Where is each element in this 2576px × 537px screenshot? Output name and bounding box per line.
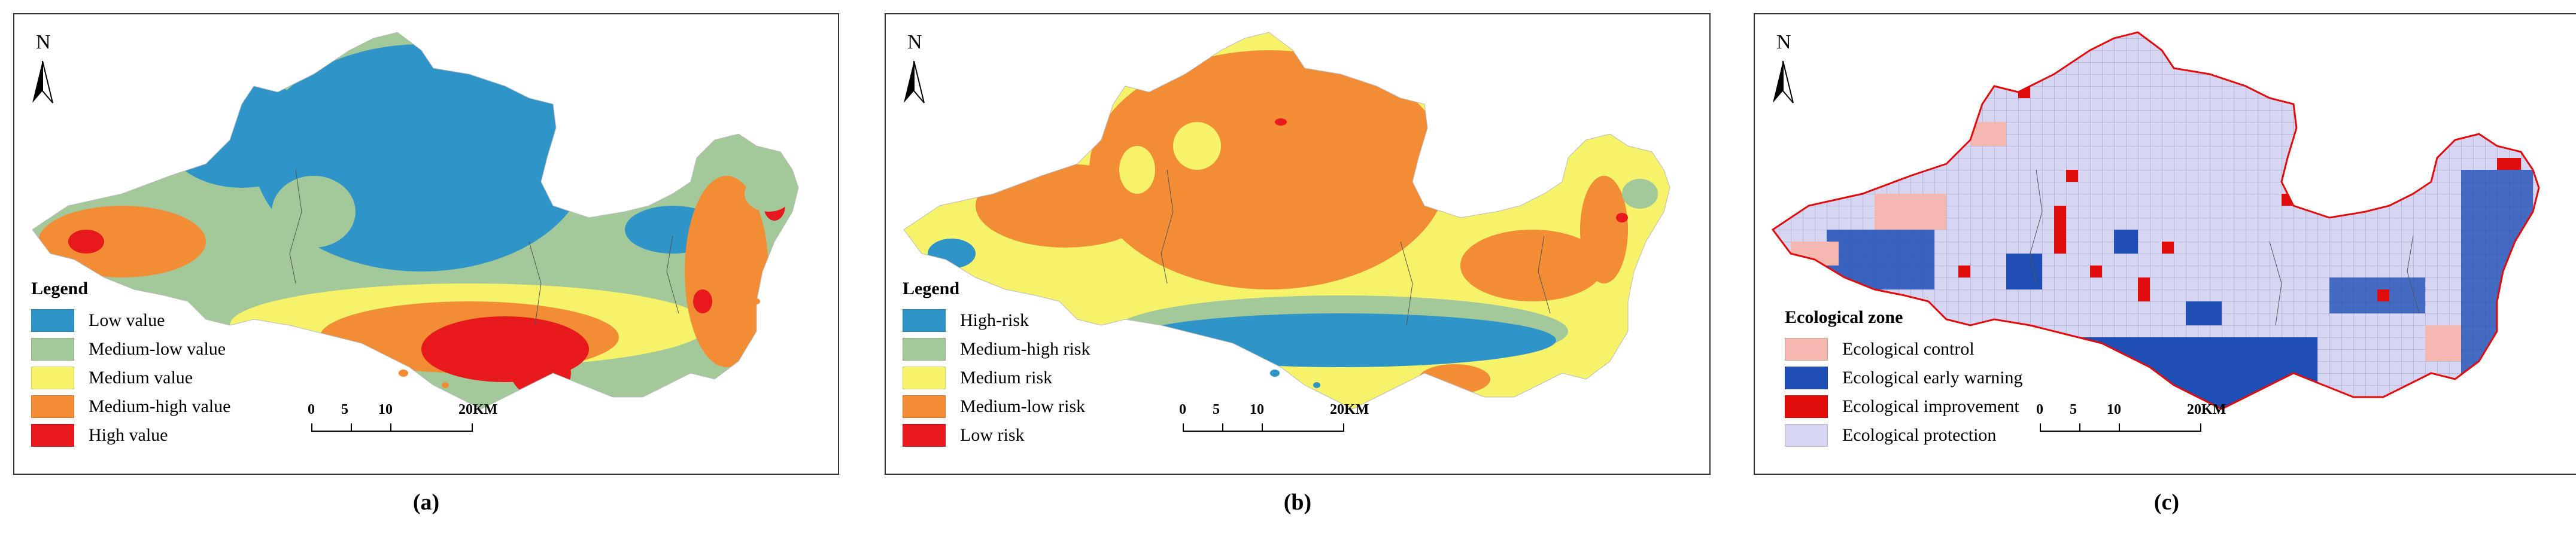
legend-item: Ecological protection [1785, 421, 2023, 450]
legend-swatch [1785, 395, 1828, 418]
legend-label: Ecological protection [1842, 425, 1997, 445]
scale-label: 10 [2107, 402, 2121, 417]
legend-swatch [31, 395, 74, 418]
legend-label: Medium-low risk [960, 396, 1086, 416]
scale-label: 0 [2036, 402, 2043, 417]
legend-item: Ecological early warning [1785, 364, 2023, 392]
scale-label: 5 [1213, 402, 1220, 417]
legend-swatch [31, 367, 74, 389]
scale-line [311, 423, 473, 432]
scale-label: 0 [308, 402, 315, 417]
legend-swatch [31, 424, 74, 447]
legend-label: High value [89, 425, 168, 445]
scale-label: 20KM [1330, 402, 1369, 417]
legend-item: Medium-low value [31, 335, 230, 364]
map-a-regions [32, 32, 799, 410]
caption-c: (c) [2153, 490, 2180, 515]
legend-label: Medium-high value [89, 396, 231, 416]
scale-bar: 0 5 10 20KM [308, 402, 497, 438]
legend-swatch [903, 338, 946, 361]
legend-item: Low risk [903, 421, 1090, 450]
map-b-regions [903, 32, 1670, 410]
legend-swatch [903, 424, 946, 447]
legend-a: Legend Low value Medium-low value Medium… [31, 279, 230, 450]
legend-item: High-risk [903, 306, 1090, 335]
scale-label: 20KM [2187, 402, 2226, 417]
legend-item: Medium-high value [31, 392, 230, 421]
north-label: N [907, 31, 922, 53]
map-panel-a: N Legend Low value Medium-low value Medi… [13, 13, 839, 475]
map-c-grid [1771, 31, 2540, 410]
legend-label: Low risk [960, 425, 1025, 445]
legend-label: Medium-high risk [960, 339, 1090, 359]
north-label: N [1776, 31, 1791, 53]
legend-item: Ecological control [1785, 335, 2023, 364]
legend-swatch [31, 338, 74, 361]
legend-c: Ecological zone Ecological control Ecolo… [1785, 307, 2023, 450]
scale-bar: 0 5 10 20KM [1179, 402, 1369, 438]
legend-swatch [903, 309, 946, 332]
legend-swatch [31, 309, 74, 332]
legend-item: Medium-high risk [903, 335, 1090, 364]
north-arrow-icon: N [899, 31, 929, 109]
legend-item: Low value [31, 306, 230, 335]
legend-label: Medium-low value [89, 339, 226, 359]
legend-item: Medium value [31, 364, 230, 392]
legend-swatch [1785, 367, 1828, 389]
scale-label: 20KM [458, 402, 498, 417]
map-panel-c: N Ecological zone Ecological control Eco… [1754, 13, 2576, 475]
legend-title: Ecological zone [1785, 307, 1903, 327]
scale-label: 10 [378, 402, 393, 417]
north-arrow-icon: N [1768, 31, 1798, 109]
scale-label: 10 [1250, 402, 1264, 417]
legend-label: Low value [89, 310, 165, 330]
scale-line [1183, 423, 1344, 432]
north-arrow-icon: N [28, 31, 57, 109]
legend-item: Medium risk [903, 364, 1090, 392]
scale-label: 5 [2070, 402, 2077, 417]
legend-swatch [1785, 424, 1828, 447]
caption-a: (a) [412, 490, 440, 515]
map-panel-b: N Legend High-risk Medium-high risk Medi… [885, 13, 1711, 475]
legend-item: Ecological improvement [1785, 392, 2023, 421]
legend-label: Ecological early warning [1842, 368, 2023, 388]
north-label: N [36, 31, 51, 53]
scale-label: 5 [341, 402, 348, 417]
legend-label: Medium value [89, 368, 193, 388]
legend-title: Legend [903, 279, 960, 298]
legend-title: Legend [31, 279, 89, 298]
legend-label: High-risk [960, 310, 1029, 330]
scale-line [2040, 423, 2201, 432]
legend-label: Ecological improvement [1842, 396, 2019, 416]
legend-swatch [1785, 338, 1828, 361]
legend-label: Medium risk [960, 368, 1053, 388]
legend-item: High value [31, 421, 230, 450]
legend-swatch [903, 395, 946, 418]
caption-b: (b) [1283, 490, 1312, 515]
scale-bar: 0 5 10 20KM [2036, 402, 2226, 438]
legend-b: Legend High-risk Medium-high risk Medium… [903, 279, 1090, 450]
scale-label: 0 [1179, 402, 1186, 417]
legend-swatch [903, 367, 946, 389]
legend-item: Medium-low risk [903, 392, 1090, 421]
legend-label: Ecological control [1842, 339, 1974, 359]
